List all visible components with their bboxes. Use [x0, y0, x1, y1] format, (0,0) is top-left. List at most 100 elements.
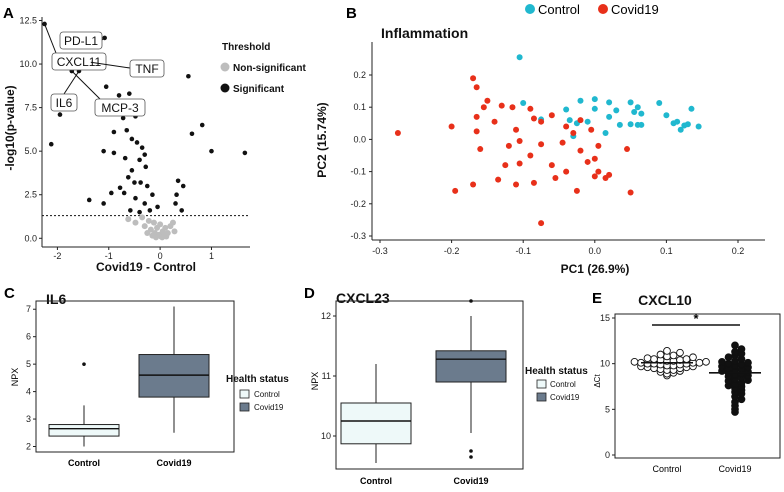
pca-point-control: [631, 109, 638, 116]
volcano-plot: 0.0 2.5 5.0 7.5 10.0 12.5 -2 -1 0 1 PD-L1 CXCL11 TN…: [3, 15, 306, 274]
significant-point: [142, 201, 148, 206]
panel-label-b: B: [346, 5, 357, 22]
pca-point-covid19: [527, 105, 534, 112]
pca-point-covid19: [559, 139, 566, 146]
pca-point-covid19: [595, 142, 602, 149]
significant-point: [189, 131, 195, 137]
cxcl10-title: CXCL10: [638, 292, 692, 308]
significant-point: [121, 190, 127, 196]
cxcl10-point-control: [663, 347, 671, 355]
pca-point-covid19: [498, 102, 505, 109]
significance-star: *: [693, 311, 699, 326]
pca-point-covid19: [527, 152, 534, 159]
significant-point: [174, 192, 179, 198]
pca-point-covid19: [530, 179, 537, 186]
pca-point-covid19: [516, 138, 523, 145]
pca-point-covid19: [470, 75, 477, 82]
legend-label-nonsignificant: Non-significant: [233, 63, 306, 74]
significant-point: [209, 148, 214, 154]
cxcl23-legend: Health status Control Covid19: [525, 366, 588, 402]
cxcl23-outlier-covid19: [469, 455, 473, 459]
significant-point: [137, 157, 142, 163]
pca-point-control: [695, 123, 702, 130]
pca-y-label: PC2 (15.74%): [315, 102, 329, 177]
pca-point-control: [584, 118, 591, 125]
il6-y-tick-label: 2: [26, 442, 31, 452]
pca-x-tick-label: -0.2: [444, 246, 460, 256]
volcano-y-tick-label: 2.5: [24, 190, 37, 200]
pca-point-control: [688, 105, 695, 112]
cxcl10-point-covid19: [718, 357, 726, 366]
cxcl23-outlier-covid19: [469, 449, 473, 453]
pca-point-control: [563, 106, 570, 113]
callout-leader: [101, 37, 105, 41]
legend-marker-significant: [220, 83, 230, 93]
pca-point-control: [577, 97, 584, 104]
il6-y-tick-label: 6: [26, 332, 31, 342]
legend-label-significant: Significant: [233, 84, 285, 95]
pca-point-covid19: [577, 147, 584, 154]
callout-leader: [90, 61, 131, 69]
cxcl23-legend-label-control: Control: [550, 380, 576, 389]
pca-point-covid19: [627, 189, 634, 196]
significant-point: [122, 155, 128, 161]
pca-x-tick-label: 0.2: [732, 246, 745, 256]
nonsignificant-point: [139, 214, 146, 221]
pca-point-covid19: [570, 129, 577, 136]
cxcl10-point-control: [682, 355, 691, 363]
callout-box: [129, 59, 165, 78]
cxcl10-y-tick-label: 10: [600, 359, 610, 369]
nonsignificant-point: [125, 216, 132, 223]
pca-point-control: [591, 96, 598, 103]
cxcl23-y-tick-label: 11: [322, 371, 331, 381]
nonsignificant-point: [132, 219, 139, 226]
significant-point: [199, 122, 205, 128]
cxcl23-boxplot: CXCL23 10 11 12 NPX Control Covid19 Health…: [310, 290, 588, 486]
pca-point-covid19: [394, 129, 401, 136]
callout-label: PD-L1: [64, 34, 98, 48]
significant-point: [144, 183, 150, 189]
cxcl10-point-control: [643, 354, 652, 363]
significant-point: [180, 183, 186, 189]
panel-label-a: A: [3, 5, 14, 22]
pca-point-covid19: [448, 123, 455, 130]
panel-label-d: D: [304, 285, 315, 302]
significant-point: [129, 168, 135, 173]
pca-title: Inflammation: [381, 25, 468, 41]
callout-leader: [44, 23, 57, 54]
volcano-y-label: -log10(p-value): [3, 85, 17, 170]
pca-point-control: [627, 121, 634, 128]
pca-point-covid19: [480, 104, 487, 111]
pca-point-covid19: [595, 168, 602, 175]
significant-point: [120, 115, 126, 121]
significant-point: [173, 201, 178, 206]
pca-point-covid19: [548, 112, 555, 119]
cxcl23-box-control: [340, 402, 412, 445]
pca-point-covid19: [452, 187, 459, 194]
il6-legend-label-control: Control: [254, 390, 280, 399]
callout-box: [50, 93, 78, 112]
cxcl23-plot-frame: [335, 300, 524, 470]
nonsignificant-point: [153, 234, 160, 241]
nonsignificant-point: [162, 224, 169, 231]
significant-point: [139, 145, 145, 150]
pca-x-tick-label: 0.1: [660, 246, 673, 256]
nonsignificant-point: [144, 230, 151, 237]
pca-point-covid19: [624, 146, 631, 153]
pca-y-tick-label: -0.1: [350, 167, 366, 177]
pca-point-control: [606, 113, 613, 120]
pca-point-control: [566, 117, 573, 124]
pca-y-tick-label: 0.0: [353, 134, 366, 144]
significant-point: [133, 195, 138, 201]
significant-point: [116, 93, 122, 98]
significant-point: [48, 141, 54, 147]
pca-point-control: [516, 54, 523, 61]
pca-point-control: [638, 121, 645, 128]
volcano-y-tick-label: 12.5: [19, 15, 37, 25]
significant-point: [128, 208, 133, 213]
pca-point-covid19: [470, 181, 477, 188]
panel-label-c: C: [4, 285, 15, 302]
significant-point: [57, 112, 63, 117]
volcano-x-tick-label: -2: [53, 251, 61, 261]
nonsignificant-point: [164, 230, 171, 237]
